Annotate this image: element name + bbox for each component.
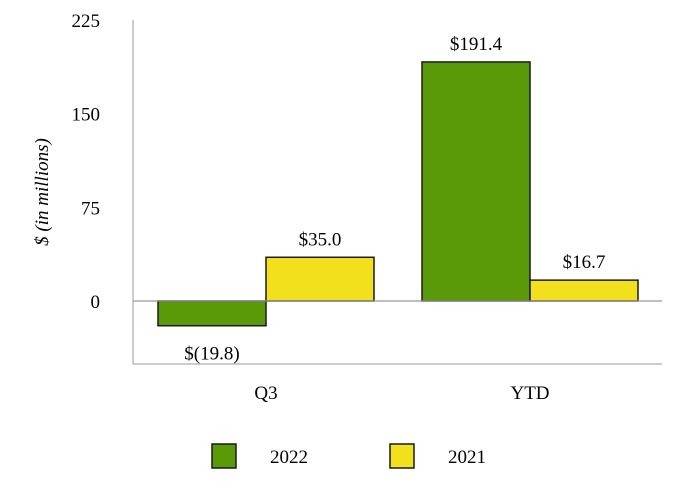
y-tick-label-150: 150: [72, 105, 101, 126]
legend-swatch-2022: [211, 443, 237, 469]
y-ticks: 0 75 150 225: [72, 11, 101, 313]
bar-2021-YTD: [529, 279, 639, 302]
legend-label-2021: 2021: [448, 447, 486, 468]
data-label-2021-Q3: $35.0: [299, 229, 342, 250]
data-label-2021-YTD: $16.7: [563, 252, 606, 273]
y-tick-label-225: 225: [72, 11, 101, 32]
bar-2022-Q3: [157, 300, 267, 327]
y-tick-label-75: 75: [81, 198, 100, 219]
bar-2022-YTD: [421, 61, 531, 302]
y-tick-label-0: 0: [91, 292, 101, 313]
category-label-Q3: Q3: [254, 383, 277, 404]
category-label-YTD: YTD: [510, 383, 549, 404]
legend-swatch-2021: [389, 443, 415, 469]
bar-2021-Q3: [265, 256, 375, 302]
y-axis-label: $ (in millions): [32, 138, 53, 246]
data-label-2022-YTD: $191.4: [450, 34, 503, 55]
legend-label-2022: 2022: [270, 447, 308, 468]
bars: $(19.8) $35.0 $191.4 $16.7: [157, 34, 639, 365]
legend: 2022 2021: [211, 443, 486, 469]
category-labels: Q3 YTD: [254, 383, 549, 404]
data-label-2022-Q3: $(19.8): [184, 344, 239, 365]
